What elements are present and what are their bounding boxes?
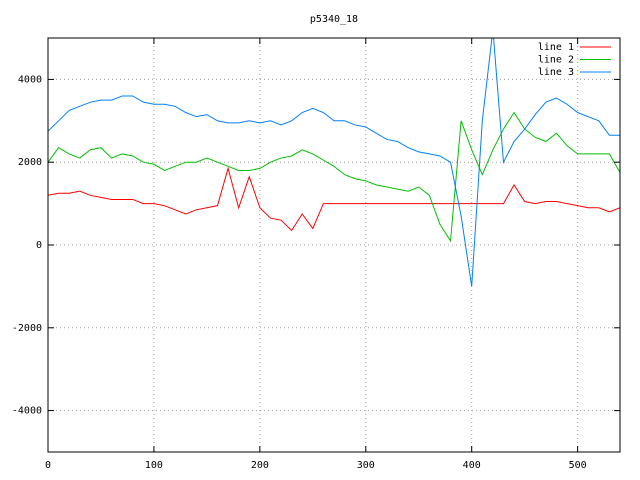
- series-line: [48, 166, 620, 232]
- plot-lines: [48, 38, 620, 287]
- legend-label: line 2: [538, 55, 574, 66]
- x-tick-label: 300: [357, 460, 375, 471]
- legend-label: line 3: [538, 67, 574, 78]
- x-tick-label: 100: [145, 460, 163, 471]
- y-tick-label: 0: [36, 240, 42, 251]
- y-tick-label: -4000: [12, 406, 42, 417]
- y-tick-label: -2000: [12, 323, 42, 334]
- y-tick-label: 2000: [18, 157, 42, 168]
- series-line: [48, 111, 620, 243]
- x-tick-label: 0: [45, 460, 51, 471]
- series-line: [48, 38, 620, 287]
- chart-title: p5340_18: [310, 14, 358, 25]
- grid: [47, 38, 620, 452]
- x-tick-label: 500: [569, 460, 587, 471]
- y-tick-label: 4000: [18, 74, 42, 85]
- legend-label: line 1: [538, 42, 574, 53]
- x-tick-label: 400: [463, 460, 481, 471]
- x-tick-label: 200: [251, 460, 269, 471]
- plot-border: [47, 37, 621, 453]
